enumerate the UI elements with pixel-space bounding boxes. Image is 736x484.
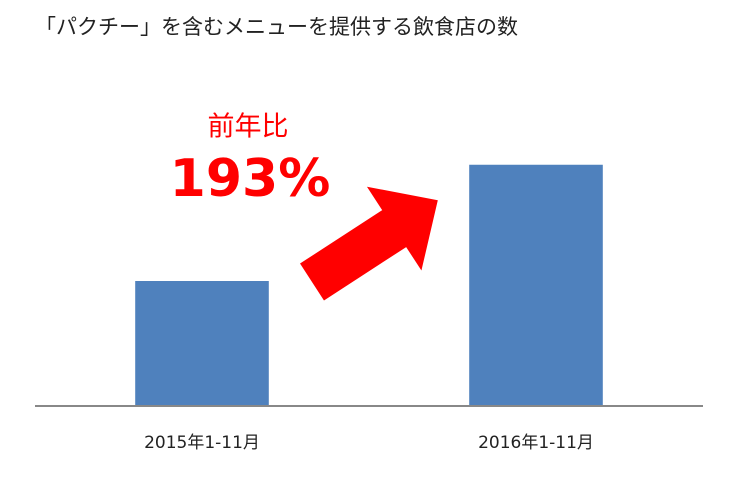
arrow bbox=[300, 186, 438, 301]
chart-title: 「パクチー」を含むメニューを提供する飲食店の数 bbox=[35, 15, 518, 39]
x-tick-label: 2015年1-11月 bbox=[144, 433, 260, 453]
arrow-shape bbox=[300, 186, 438, 301]
bar bbox=[469, 164, 603, 406]
annotation: 前年比 bbox=[208, 112, 289, 143]
bar bbox=[135, 281, 269, 406]
annotation: 193% bbox=[170, 149, 331, 209]
x-tick-label: 2016年1-11月 bbox=[478, 433, 594, 453]
